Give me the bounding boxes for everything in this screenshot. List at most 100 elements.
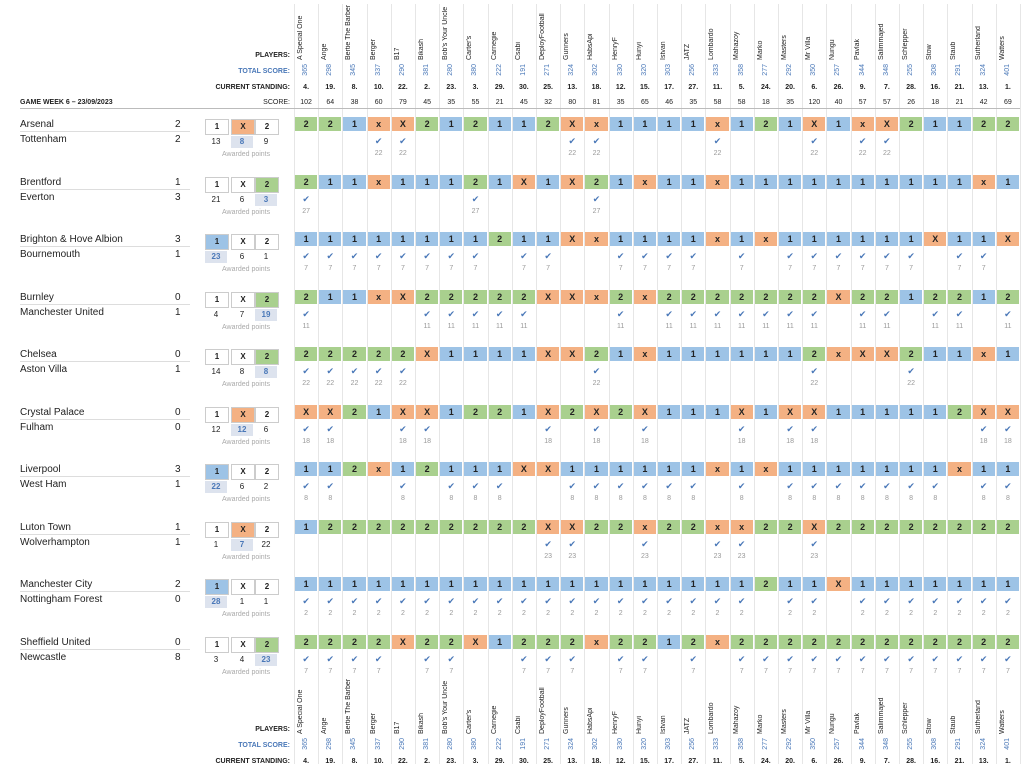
pick: 1: [658, 347, 681, 361]
pick: 1: [682, 577, 705, 591]
pick: 1: [682, 232, 705, 246]
pick: 2: [343, 404, 366, 419]
awarded-points: 8: [570, 495, 575, 502]
check-icon: ✔: [399, 423, 407, 434]
check-icon: ✔: [544, 538, 552, 549]
total-score: 324: [979, 64, 987, 76]
week-score: 21: [955, 99, 964, 106]
standing: 13.: [567, 84, 578, 91]
player-name: Lombardo: [708, 702, 716, 734]
total-score: 320: [640, 738, 648, 750]
awarded-points: 8: [497, 495, 502, 502]
awarded-points: 7: [376, 667, 381, 675]
check-icon: ✔: [810, 136, 819, 146]
column-separator: [753, 4, 755, 764]
awarded-points: 2: [812, 610, 817, 617]
pick: 1: [682, 174, 705, 189]
total-score: 401: [1003, 64, 1011, 76]
outcome-label: X: [231, 521, 255, 538]
outcome-label: 2: [255, 521, 279, 538]
week-score: 120: [808, 99, 821, 106]
vote-count: 7: [231, 538, 253, 551]
player-name: Schlepper: [902, 28, 909, 60]
player-name: Berger: [369, 712, 377, 734]
pick: 2: [367, 347, 390, 361]
pick: x: [585, 634, 608, 649]
pick: x: [706, 232, 729, 246]
pick: X: [295, 404, 318, 419]
check-icon: ✔: [302, 366, 310, 376]
total-score: 344: [858, 738, 866, 750]
awarded-points: 7: [1005, 667, 1010, 675]
column-separator: [971, 4, 973, 764]
column-separator: [681, 4, 683, 764]
pick: 1: [537, 174, 560, 189]
awarded-label: Awarded points: [222, 553, 271, 561]
away-goals: 1: [175, 364, 181, 375]
awarded-points: 8: [812, 495, 817, 502]
pick: 1: [972, 232, 995, 246]
check-icon: ✔: [689, 596, 698, 606]
pick: 2: [609, 519, 632, 534]
pick: X: [851, 347, 874, 361]
check-icon: ✔: [350, 596, 359, 606]
column-separator: [874, 4, 876, 764]
awarded-points: 23: [737, 552, 746, 560]
pick: 2: [343, 462, 366, 476]
check-icon: ✔: [762, 653, 770, 664]
pick: 1: [900, 577, 923, 591]
pick: 2: [730, 634, 753, 649]
vote-count: 23: [255, 653, 277, 666]
pick: 2: [609, 634, 632, 649]
outcome-label: X: [231, 291, 255, 308]
pick: x: [585, 232, 608, 246]
check-icon: ✔: [810, 308, 819, 319]
week-score: 38: [350, 99, 359, 106]
pick: 2: [416, 519, 439, 534]
pick: 1: [512, 232, 535, 246]
pick: 2: [464, 404, 487, 419]
pick: x: [367, 289, 390, 304]
pick: 2: [996, 289, 1019, 304]
check-icon: ✔: [979, 596, 988, 606]
home-goals: 1: [175, 176, 181, 188]
check-icon: ✔: [471, 481, 480, 491]
awarded-label: Awarded points: [222, 611, 271, 618]
awarded-points: 22: [374, 150, 383, 157]
standing: 25.: [543, 758, 553, 765]
pick: 2: [464, 289, 487, 304]
check-icon: ✔: [810, 538, 819, 549]
standing: 8.: [351, 84, 358, 91]
awarded-points: 2: [739, 610, 744, 617]
standing: 16.: [930, 758, 941, 765]
pick: 2: [319, 117, 342, 131]
check-icon: ✔: [858, 596, 867, 606]
awarded-points: 7: [618, 667, 623, 675]
awarded-points: 23: [713, 552, 722, 560]
outcome-label: 1: [205, 636, 229, 653]
team-divider: [20, 303, 190, 305]
check-icon: ✔: [641, 251, 649, 261]
standing: 16.: [930, 84, 941, 91]
week-score: 18: [931, 99, 940, 106]
awarded-points: 23: [544, 552, 552, 560]
awarded-points: 7: [352, 265, 357, 272]
awarded-points: 7: [812, 667, 817, 675]
awarded-points: 18: [302, 437, 310, 445]
standing: 13.: [567, 758, 578, 765]
standing: 7.: [883, 758, 890, 765]
awarded-points: 7: [521, 667, 526, 675]
player-name: Salimmajed: [877, 23, 885, 60]
standing: 2.: [424, 758, 431, 765]
total-score: 191: [519, 738, 527, 750]
standing: 12.: [615, 84, 626, 91]
awarded-points: 11: [423, 322, 431, 330]
player-name: Bikash: [418, 712, 425, 734]
column-separator: [1020, 4, 1021, 764]
pick: 2: [706, 289, 729, 304]
player-name: Masters: [781, 709, 788, 734]
check-icon: ✔: [1004, 653, 1012, 664]
pick: 2: [754, 519, 777, 534]
pick: 2: [924, 634, 947, 649]
pick: x: [367, 462, 390, 476]
